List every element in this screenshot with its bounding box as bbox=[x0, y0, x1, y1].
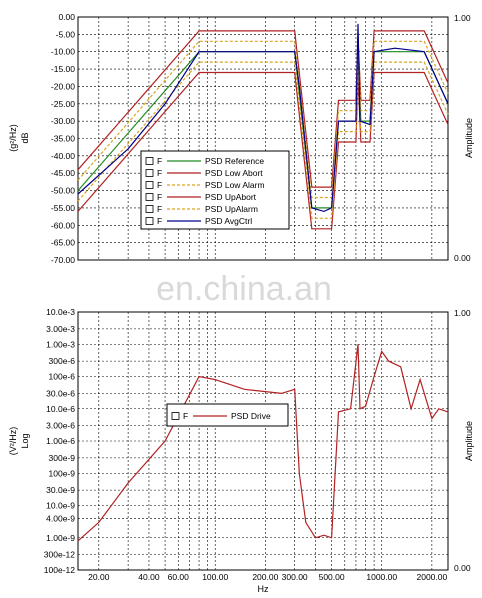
bottom-x-tick-label: 300.00 bbox=[282, 572, 308, 582]
top-legend-checkbox-label: F bbox=[157, 216, 162, 226]
bottom-x-tick-label: 2000.00 bbox=[416, 572, 447, 582]
bottom-x-tick-label: 20.00 bbox=[88, 572, 110, 582]
bottom-y-tick-label: 4.00e-9 bbox=[46, 513, 75, 523]
bottom-y-tick-label: 100e-6 bbox=[49, 372, 76, 382]
bottom-y-tick-label: 30.0e-9 bbox=[46, 485, 75, 495]
bottom-x-tick-label: 200.00 bbox=[252, 572, 278, 582]
bottom-x-tick-label: 500.00 bbox=[319, 572, 345, 582]
top-legend-checkbox bbox=[145, 181, 154, 189]
top-legend-checkbox-label: F bbox=[157, 180, 162, 190]
top-y-tick-label: -50.00 bbox=[51, 186, 75, 196]
bottom-legend-label-psd-drive: PSD Drive bbox=[231, 411, 271, 421]
bottom-legend-box bbox=[166, 403, 289, 427]
top-y-tick-label: -15.00 bbox=[51, 64, 75, 74]
top-legend-label-psd-upabort: PSD UpAbort bbox=[205, 192, 257, 202]
bottom-y-tick-label: 3.00e-6 bbox=[46, 421, 75, 431]
bottom-y-tick-labels: 10.0e-3 3.00e-3 1.00e-3 300e-6 100e-6 30.0e-6… bbox=[44, 307, 75, 575]
bottom-y-tick-label: 1.00e-9 bbox=[46, 533, 75, 543]
bottom-legend: F PSD Drive bbox=[166, 403, 289, 427]
bottom-x-tick-label: 100.00 bbox=[202, 572, 228, 582]
top-y-tick-label: -45.00 bbox=[51, 168, 75, 178]
top-y-unit-label: (g²/Hz) bbox=[8, 124, 18, 152]
top-legend-label-psd-low-alarm: PSD Low Alarm bbox=[205, 180, 265, 190]
bottom-series-lines bbox=[77, 344, 449, 542]
bottom-legend-checkbox-label: F bbox=[183, 411, 188, 421]
top-legend-checkbox bbox=[145, 193, 154, 201]
bottom-chart-panel: 10.0e-3 3.00e-3 1.00e-3 300e-6 100e-6 30.0e-6… bbox=[8, 307, 474, 594]
top-series-psd-low-abort bbox=[77, 71, 449, 230]
top-y-tick-label: -10.00 bbox=[51, 47, 75, 57]
bottom-y-tick-label: 1.00e-3 bbox=[46, 339, 75, 349]
top-legend-label-psd-upalarm: PSD UpAlarm bbox=[205, 204, 258, 214]
top-y-tick-label: -70.00 bbox=[51, 255, 75, 265]
top-legend-checkbox bbox=[145, 205, 154, 213]
top-y-tick-label: -65.00 bbox=[51, 238, 75, 248]
bottom-y2-tick-labels: 1.00 0.00 bbox=[454, 308, 471, 573]
top-legend: F PSD Reference F PSD Low Abort F PSD Low Ala… bbox=[140, 150, 290, 230]
bottom-y-axis-label: Log bbox=[20, 433, 30, 448]
top-y2-axis-label: Amplitude bbox=[464, 118, 474, 158]
top-legend-checkbox-label: F bbox=[157, 156, 162, 166]
bottom-y-tick-label: 300e-9 bbox=[49, 453, 76, 463]
top-series-lines bbox=[77, 23, 449, 230]
top-legend-checkbox-label: F bbox=[157, 168, 162, 178]
bottom-x-tick-labels: 20.00 40.00 60.00 100.00 200.00 300.00 500.00 1… bbox=[88, 572, 447, 582]
bottom-y-tick-label: 300e-6 bbox=[49, 356, 76, 366]
top-y-tick-label: -20.00 bbox=[51, 81, 75, 91]
bottom-y-tick-label: 100e-12 bbox=[44, 565, 75, 575]
bottom-y-tick-label: 100e-9 bbox=[49, 468, 76, 478]
top-y2-tick-label: 1.00 bbox=[454, 13, 471, 23]
top-y2-tick-labels: 1.00 0.00 bbox=[454, 13, 471, 263]
top-y-tick-label: -60.00 bbox=[51, 220, 75, 230]
bottom-y-unit-label: (V²/Hz) bbox=[8, 427, 18, 456]
bottom-y-tick-label: 3.00e-3 bbox=[46, 324, 75, 334]
watermark: en.china.an bbox=[156, 270, 332, 308]
top-series-psd-avgctrl bbox=[77, 23, 449, 213]
top-legend-label-psd-avgctrl: PSD AvgCtrl bbox=[205, 216, 252, 226]
top-y-tick-label: -55.00 bbox=[51, 203, 75, 213]
bottom-y2-axis-label: Amplitude bbox=[464, 421, 474, 461]
bottom-x-tick-label: 1000.00 bbox=[366, 572, 397, 582]
top-legend-checkbox bbox=[145, 217, 154, 225]
top-legend-checkbox bbox=[145, 169, 154, 177]
top-legend-checkbox-label: F bbox=[157, 192, 162, 202]
bottom-y-tick-label: 300e-12 bbox=[44, 550, 75, 560]
top-y-tick-label: -5.00 bbox=[56, 29, 76, 39]
top-legend-label-psd-low-abort: PSD Low Abort bbox=[205, 168, 263, 178]
top-legend-box bbox=[140, 150, 290, 230]
top-legend-checkbox bbox=[145, 157, 154, 165]
top-y-tick-label: -25.00 bbox=[51, 99, 75, 109]
top-y-axis-label: dB bbox=[20, 132, 30, 143]
bottom-grid bbox=[78, 312, 448, 570]
top-y2-tick-label: 0.00 bbox=[454, 253, 471, 263]
bottom-y2-tick-label: 1.00 bbox=[454, 308, 471, 318]
bottom-series-psd-drive bbox=[77, 344, 449, 542]
bottom-y2-tick-label: 0.00 bbox=[454, 563, 471, 573]
bottom-x-axis-label: Hz bbox=[258, 584, 269, 594]
top-y-tick-label: -30.00 bbox=[51, 116, 75, 126]
bottom-legend-checkbox bbox=[171, 412, 180, 420]
top-y-tick-label: -35.00 bbox=[51, 134, 75, 144]
bottom-x-tick-label: 40.00 bbox=[138, 572, 160, 582]
bottom-y-tick-label: 10.0e-9 bbox=[46, 501, 75, 511]
bottom-y-tick-label: 1.00e-6 bbox=[46, 436, 75, 446]
top-y-tick-label: -40.00 bbox=[51, 151, 75, 161]
top-legend-checkbox-label: F bbox=[157, 204, 162, 214]
top-y-tick-labels: 0.00 -5.00 -10.00 -15.00 -20.00 -25.00 -30.00 -… bbox=[51, 12, 75, 265]
top-y-tick-label: 0.00 bbox=[58, 12, 75, 22]
bottom-y-tick-label: 30.0e-6 bbox=[46, 388, 75, 398]
top-chart-panel: 0.00 -5.00 -10.00 -15.00 -20.00 -25.00 -30.00 -… bbox=[8, 12, 474, 265]
top-legend-label-psd-reference: PSD Reference bbox=[205, 156, 264, 166]
bottom-x-tick-label: 60.00 bbox=[168, 572, 190, 582]
bottom-y-tick-label: 10.0e-3 bbox=[46, 307, 75, 317]
bottom-y-tick-label: 10.0e-6 bbox=[46, 404, 75, 414]
